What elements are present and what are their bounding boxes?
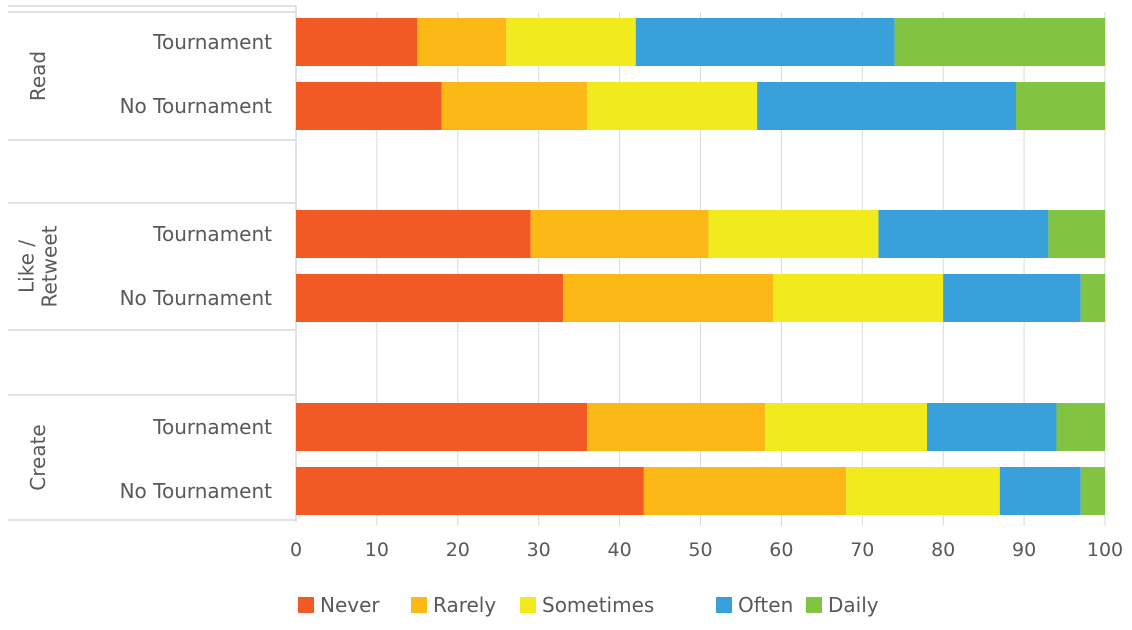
row-label: No Tournament — [120, 94, 273, 118]
bar-often-3-1 — [927, 403, 1057, 451]
bar-often-1-1 — [635, 18, 895, 66]
bar-sometimes-2-2 — [773, 274, 944, 322]
bars-layer — [296, 18, 1105, 515]
group-label: Like / — [15, 240, 39, 293]
bar-rarely-1-1 — [417, 18, 507, 66]
x-tick-label-50: 50 — [688, 539, 712, 561]
group-label: Read — [26, 51, 50, 101]
x-axis-ticks: 0 10 20 30 40 50 60 70 80 90 100 — [290, 539, 1123, 561]
legend-swatch-daily — [806, 597, 822, 613]
bar-daily-3-1 — [1056, 403, 1105, 451]
x-tick-label-90: 90 — [1012, 539, 1036, 561]
bar-never-1-2 — [296, 82, 442, 130]
group-label: Create — [26, 424, 50, 490]
legend-label-often: Often — [738, 593, 793, 617]
bar-often-1-2 — [757, 82, 1017, 130]
x-tick-label-20: 20 — [446, 539, 470, 561]
bar-sometimes-1-2 — [587, 82, 758, 130]
row-label: Tournament — [152, 415, 272, 439]
x-tick-label-40: 40 — [608, 539, 632, 561]
x-tick-label-60: 60 — [769, 539, 793, 561]
bar-sometimes-3-2 — [846, 467, 1000, 515]
bar-never-3-1 — [296, 403, 588, 451]
x-tick-label-0: 0 — [290, 539, 302, 561]
legend-label-rarely: Rarely — [433, 593, 496, 617]
bar-often-2-1 — [878, 210, 1049, 258]
row-label: Tournament — [152, 30, 272, 54]
bar-sometimes-1-1 — [506, 18, 636, 66]
bar-sometimes-2-1 — [708, 210, 879, 258]
row-label: No Tournament — [120, 479, 273, 503]
bar-sometimes-3-1 — [765, 403, 928, 451]
x-tick-label-30: 30 — [527, 539, 551, 561]
legend-label-sometimes: Sometimes — [542, 593, 654, 617]
category-labels: Tournament No Tournament Read Tournament No … — [15, 30, 273, 503]
legend-label-daily: Daily — [828, 593, 879, 617]
bar-rarely-3-1 — [587, 403, 766, 451]
group-label: Retweet — [38, 225, 62, 307]
legend-label-never: Never — [320, 593, 380, 617]
bar-often-2-2 — [943, 274, 1081, 322]
x-tick-label-10: 10 — [365, 539, 389, 561]
bar-daily-2-1 — [1048, 210, 1105, 258]
bar-daily-1-2 — [1016, 82, 1105, 130]
row-label: Tournament — [152, 222, 272, 246]
legend: Never Rarely Sometimes Often Daily — [298, 593, 879, 617]
legend-swatch-often — [716, 597, 732, 613]
row-label: No Tournament — [120, 286, 273, 310]
legend-swatch-rarely — [411, 597, 427, 613]
bar-rarely-2-1 — [530, 210, 709, 258]
bar-rarely-3-2 — [643, 467, 847, 515]
legend-swatch-sometimes — [520, 597, 536, 613]
bar-often-3-2 — [999, 467, 1081, 515]
x-tick-label-70: 70 — [850, 539, 874, 561]
bar-daily-1-1 — [894, 18, 1105, 66]
bar-never-1-1 — [296, 18, 418, 66]
bar-never-3-2 — [296, 467, 644, 515]
bar-daily-2-2 — [1080, 274, 1105, 322]
x-tick-label-80: 80 — [931, 539, 955, 561]
bar-rarely-1-2 — [441, 82, 588, 130]
bar-rarely-2-2 — [562, 274, 774, 322]
bar-never-2-1 — [296, 210, 531, 258]
bar-never-2-2 — [296, 274, 563, 322]
x-tick-label-100: 100 — [1087, 539, 1123, 561]
legend-swatch-never — [298, 597, 314, 613]
bar-daily-3-2 — [1080, 467, 1105, 515]
